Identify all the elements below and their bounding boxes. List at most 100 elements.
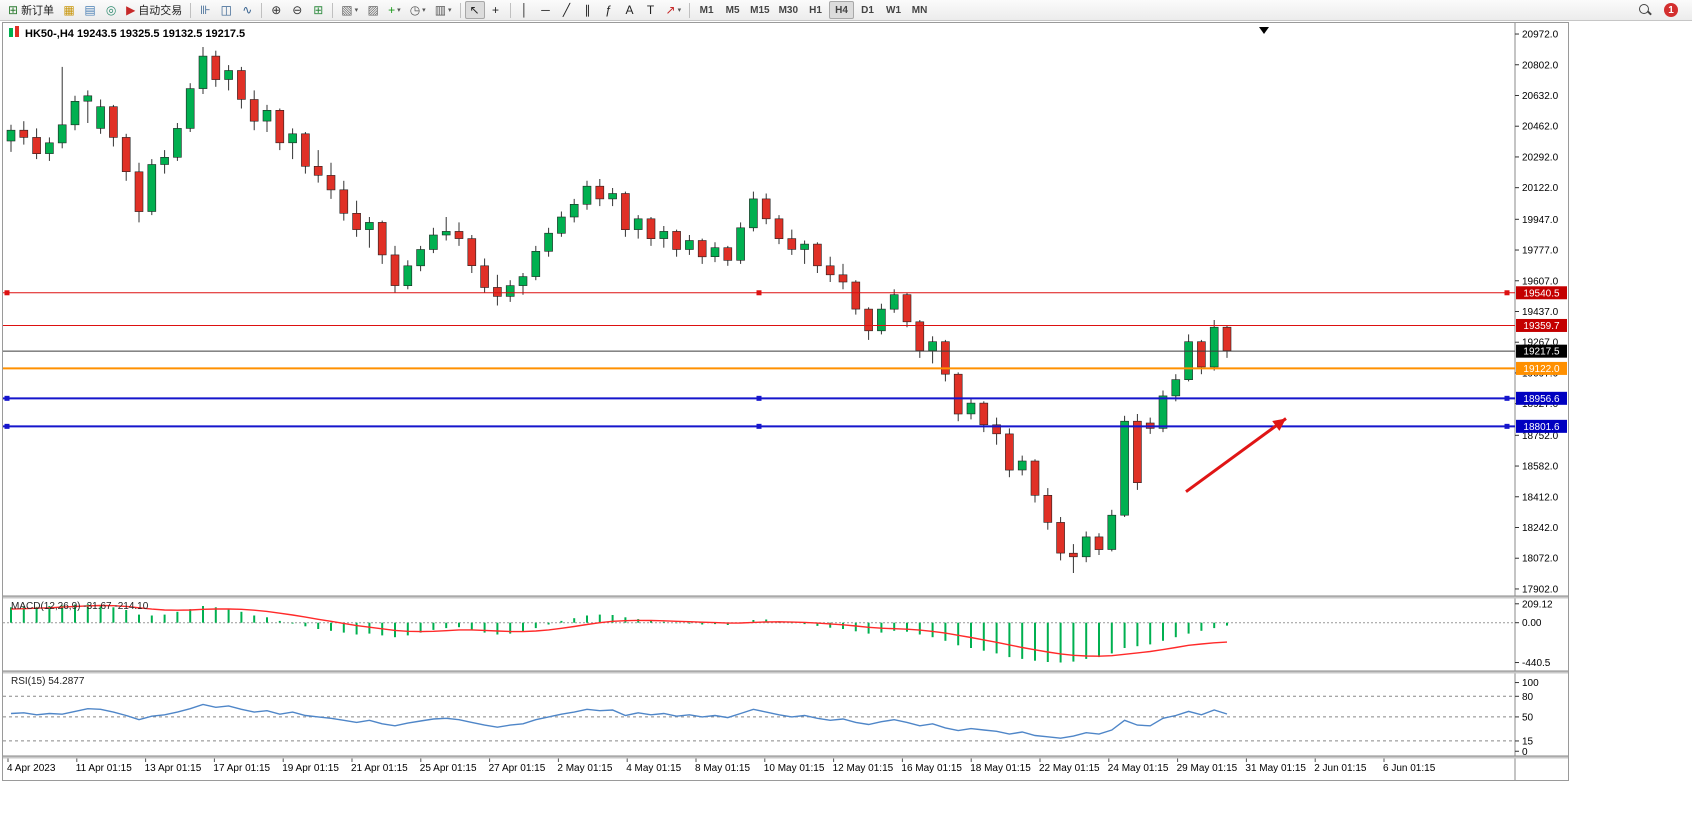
vertical-line-button[interactable]: │: [515, 1, 535, 19]
svg-text:18956.6: 18956.6: [1523, 394, 1560, 405]
line-chart-button[interactable]: ∿: [237, 1, 257, 19]
zoom-out-icon: ⊖: [292, 3, 303, 17]
fibonacci-button[interactable]: ƒ: [599, 1, 619, 19]
panel-separator[interactable]: [3, 671, 1568, 674]
svg-text:209.12: 209.12: [1522, 599, 1553, 610]
svg-text:18752.0: 18752.0: [1522, 431, 1559, 442]
cursor-button[interactable]: ↖: [464, 1, 485, 19]
svg-text:11 Apr 01:15: 11 Apr 01:15: [76, 763, 132, 774]
new-order-label: 新订单: [21, 5, 55, 17]
timeframe-mn-button[interactable]: MN: [911, 4, 928, 16]
periods-button[interactable]: ◷ ▾: [406, 1, 430, 19]
arrows-button[interactable]: ↗ ▾: [662, 1, 686, 19]
rsi-label: RSI(15) 54.2877: [11, 676, 85, 687]
new-chart-button[interactable]: ▧ ▾: [337, 1, 362, 19]
text-icon: A: [625, 3, 634, 17]
charts-button[interactable]: ▦: [59, 1, 79, 19]
timeframe-m15-button[interactable]: M15: [750, 4, 770, 16]
autotrading-button[interactable]: ▶ 自动交易: [122, 1, 186, 19]
svg-text:19267.0: 19267.0: [1522, 338, 1559, 349]
timeframe-m30-button[interactable]: M30: [778, 4, 799, 16]
periods-icon: ◷: [409, 3, 421, 17]
bar-chart-button[interactable]: ⊪: [195, 1, 215, 19]
hline-19217.5[interactable]: 19217.5: [3, 344, 1567, 358]
svg-text:15: 15: [1522, 736, 1534, 747]
line-chart-icon: ∿: [242, 3, 253, 17]
timeframe-h1-button[interactable]: H1: [809, 4, 822, 16]
svg-text:4 May 01:15: 4 May 01:15: [626, 763, 681, 774]
price-tag-18956.6: [1516, 391, 1567, 405]
timeframe-w1-button[interactable]: W1: [886, 4, 902, 16]
notification-badge[interactable]: 1: [1664, 3, 1678, 17]
timeframe-m5-button[interactable]: M5: [725, 4, 740, 16]
tile-windows-button[interactable]: ⊞: [308, 1, 328, 19]
panel-separator[interactable]: [3, 596, 1568, 599]
horizontal-line-button[interactable]: ─: [536, 1, 556, 19]
svg-text:18582.0: 18582.0: [1522, 462, 1559, 473]
zoom-in-button[interactable]: ⊕: [266, 1, 286, 19]
svg-text:20122.0: 20122.0: [1522, 183, 1559, 194]
price-tag-19540.5: [1516, 286, 1567, 300]
search-button[interactable]: [1635, 1, 1656, 19]
chart-window[interactable]: 20972.0 20802.0 20632.0 20462.0 20292.0 20122…: [2, 22, 1569, 781]
profiles-button[interactable]: ▤: [80, 1, 100, 19]
indicators-button[interactable]: + ▾: [384, 1, 405, 19]
svg-text:2 May 01:15: 2 May 01:15: [557, 763, 612, 774]
text-button[interactable]: A: [620, 1, 640, 19]
vertical-line-icon: │: [520, 3, 529, 17]
refresh-icon: ◎: [105, 3, 117, 17]
svg-text:0.00: 0.00: [1522, 618, 1542, 629]
svg-text:20462.0: 20462.0: [1522, 122, 1559, 133]
label-icon: T: [646, 3, 655, 17]
svg-text:22 May 01:15: 22 May 01:15: [1039, 763, 1100, 774]
dropdown-arrow-icon: ▾: [422, 7, 426, 14]
svg-text:31 May 01:15: 31 May 01:15: [1245, 763, 1306, 774]
channel-button[interactable]: ∥: [578, 1, 598, 19]
toolbar-right: 1: [1635, 1, 1688, 19]
time-axis[interactable]: 4 Apr 2023 11 Apr 01:15 13 Apr 01:15 17 Apr…: [7, 758, 1436, 775]
hline-19122.0[interactable]: 19122.0: [3, 361, 1567, 375]
refresh-button[interactable]: ◎: [101, 1, 121, 19]
timeframe-h4-button[interactable]: H4: [829, 1, 855, 19]
new-order-button[interactable]: ⊞ 新订单: [4, 1, 58, 19]
candles: [6, 47, 1232, 573]
svg-text:19777.0: 19777.0: [1522, 246, 1559, 257]
trend-arrow[interactable]: [1185, 417, 1287, 493]
horizontal-line-icon: ─: [541, 3, 550, 17]
panel-separator[interactable]: [3, 756, 1568, 759]
templates-button[interactable]: ▥ ▾: [431, 1, 456, 19]
timeframe-m1-button[interactable]: M1: [699, 4, 714, 16]
candlestick-chart-icon: ◫: [220, 3, 232, 17]
svg-text:18072.0: 18072.0: [1522, 554, 1559, 565]
search-icon: [1639, 3, 1652, 17]
hline-18801.6[interactable]: 18801.6: [3, 419, 1567, 433]
timeframe-d1-button[interactable]: D1: [861, 4, 874, 16]
chart-shift-marker-icon: [1259, 27, 1269, 34]
trendline-icon: ╱: [562, 3, 571, 17]
trendline-button[interactable]: ╱: [557, 1, 577, 19]
autotrading-label: 自动交易: [138, 5, 183, 17]
candlestick-chart-button[interactable]: ◫: [216, 1, 236, 19]
svg-text:27 Apr 01:15: 27 Apr 01:15: [489, 763, 546, 774]
label-button[interactable]: T: [641, 1, 661, 19]
chart-canvas[interactable]: 20972.0 20802.0 20632.0 20462.0 20292.0 20122…: [3, 23, 1568, 780]
zoom-out-button[interactable]: ⊖: [287, 1, 307, 19]
chart-shift-button[interactable]: ▨: [363, 1, 383, 19]
dropdown-arrow-icon: ▾: [677, 7, 682, 14]
cursor-icon: ↖: [469, 3, 480, 17]
svg-text:19947.0: 19947.0: [1522, 215, 1559, 226]
hline-18956.6[interactable]: 18956.6: [3, 391, 1567, 405]
crosshair-button[interactable]: +: [486, 1, 506, 19]
toolbar-separator: [332, 2, 334, 18]
svg-text:100: 100: [1522, 678, 1539, 689]
tile-windows-icon: ⊞: [313, 3, 324, 17]
toolbar-separator: [459, 2, 461, 18]
hline-19540.5[interactable]: 19540.5: [3, 286, 1567, 300]
hline-19359.7[interactable]: 19359.7: [3, 318, 1567, 332]
svg-text:6 Jun 01:15: 6 Jun 01:15: [1383, 763, 1436, 774]
rsi-panel: 100 80 50 150 RSI(15) 54.2877: [3, 676, 1539, 758]
new-chart-icon: ▧: [341, 3, 353, 17]
price-tag-18801.6: [1516, 419, 1567, 433]
svg-text:50: 50: [1522, 712, 1534, 723]
fibonacci-icon: ƒ: [605, 3, 612, 17]
